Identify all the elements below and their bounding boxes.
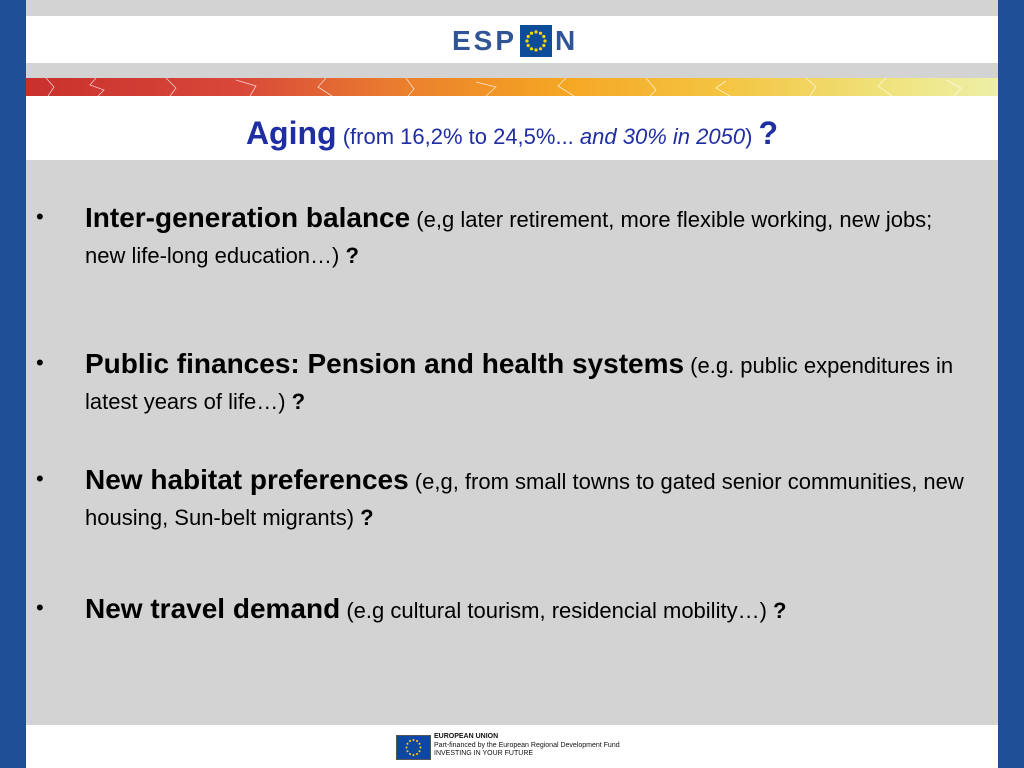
decorative-map-strip <box>26 78 998 96</box>
bullet-detail: (e.g. public expenditures in latest year… <box>85 353 954 414</box>
title-close: ) <box>745 124 759 149</box>
bullet-detail: (e,g, from small towns to gated senior c… <box>85 469 964 530</box>
bullet-question: ? <box>773 598 787 623</box>
bullet-text: Public finances: Pension and health syst… <box>85 346 966 420</box>
logo-text-left: ESP <box>452 25 518 56</box>
eu-fund-line: Part-financed by the European Regional D… <box>434 741 620 749</box>
bullet-heading: New travel demand <box>85 593 341 624</box>
bullet-dot: • <box>36 466 44 491</box>
slide: ESP N <box>26 0 998 768</box>
bullet-text: Inter-generation balance (e,g later reti… <box>85 200 966 274</box>
bullet-dot: • <box>36 204 44 229</box>
bullet-question: ? <box>360 505 374 530</box>
eu-funding-text: EUROPEAN UNION Part-financed by the Euro… <box>434 733 620 759</box>
title-open: (from 16,2% to 24,5%... <box>336 124 580 149</box>
bullet-dot: • <box>36 595 44 620</box>
bullet-heading: Public finances: Pension and health syst… <box>85 348 685 379</box>
logo-text-right: N <box>555 25 579 56</box>
title-main: Aging <box>245 115 337 151</box>
bullet-dot: • <box>36 350 44 375</box>
footer-band: EUROPEAN UNION Part-financed by the Euro… <box>26 725 998 768</box>
eu-slogan: INVESTING IN YOUR FUTURE <box>434 750 534 757</box>
bullet-question: ? <box>345 243 359 268</box>
slide-title: Aging (from 16,2% to 24,5%... and 30% in… <box>26 116 998 154</box>
bullet-heading: New habitat preferences <box>85 464 409 495</box>
bullet-detail: (e,g later retirement, more flexible wor… <box>85 207 933 268</box>
espon-logo: ESP N <box>452 22 578 60</box>
bullet-text: New habitat preferences (e,g, from small… <box>85 462 966 536</box>
title-question: ? <box>758 115 779 151</box>
bullet-question: ? <box>291 389 306 414</box>
bullet-detail: (e.g cultural tourism, residencial mobil… <box>340 598 774 623</box>
eu-flag-icon <box>396 735 431 760</box>
header-band: ESP N <box>26 16 998 63</box>
eu-name: EUROPEAN UNION <box>434 733 499 740</box>
bullet-heading: Inter-generation balance <box>85 202 411 233</box>
bullet-text: New travel demand (e.g cultural tourism,… <box>85 591 966 629</box>
eu-star-ring-icon <box>520 25 553 57</box>
title-italic: and 30% in 2050 <box>579 124 746 149</box>
title-band: Aging (from 16,2% to 24,5%... and 30% in… <box>26 96 998 160</box>
